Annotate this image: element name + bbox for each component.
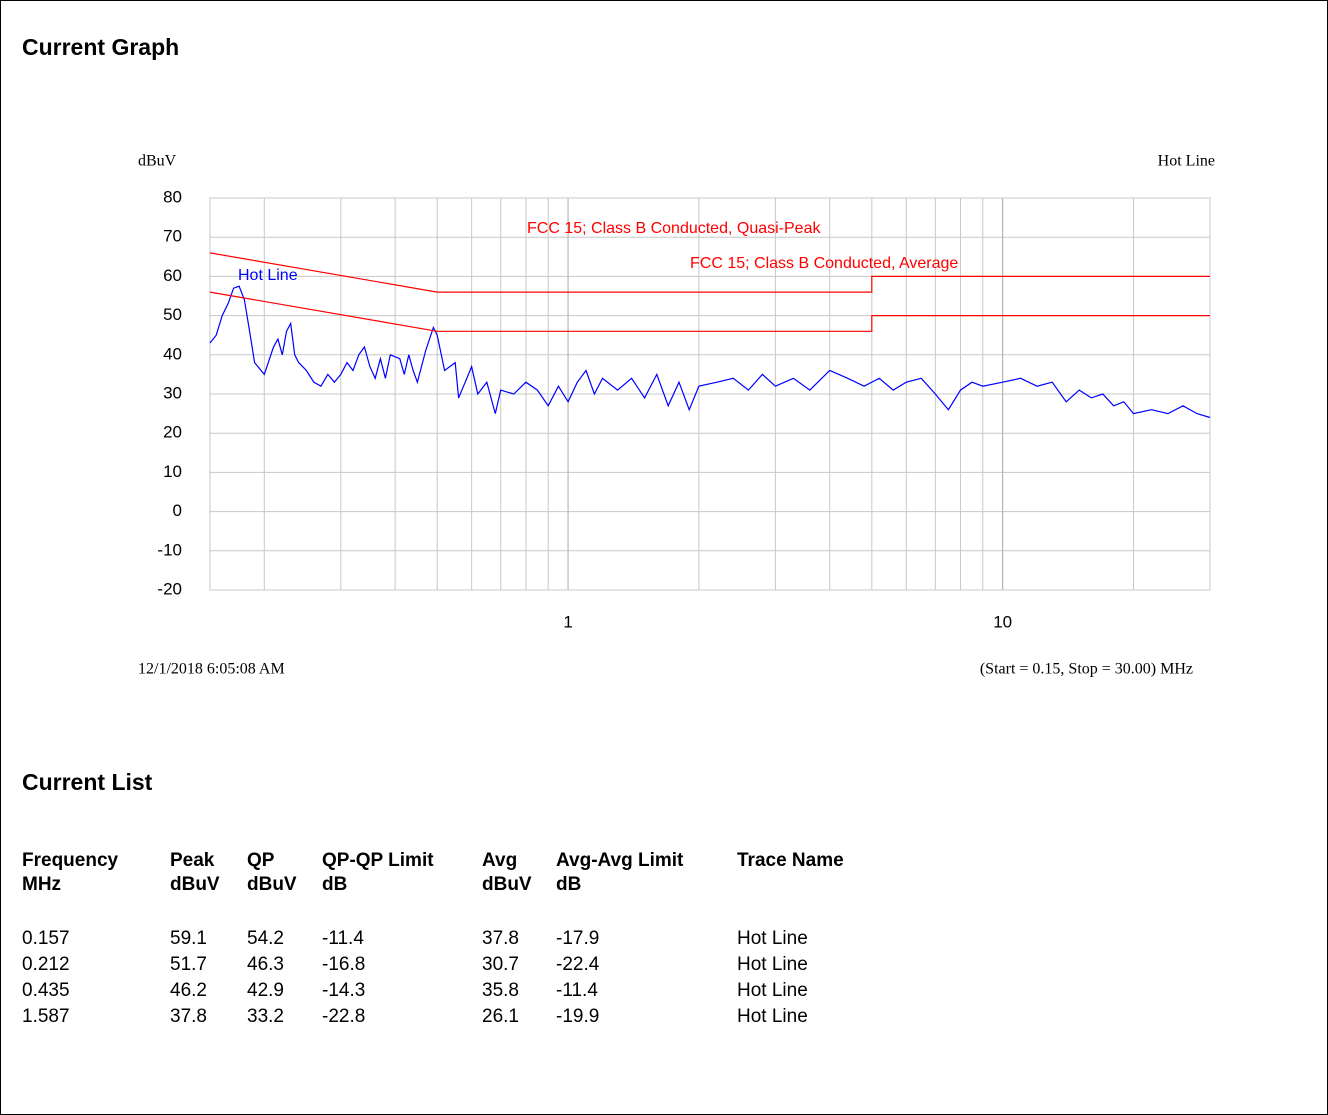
table-cell: Hot Line bbox=[737, 980, 808, 1001]
table-cell: 42.9 bbox=[247, 980, 284, 1001]
column-header: QP bbox=[247, 850, 275, 871]
table-cell: 54.2 bbox=[247, 928, 284, 949]
table-cell: -11.4 bbox=[556, 980, 598, 1001]
x-tick-label: 10 bbox=[993, 612, 1012, 631]
y-tick-label: 60 bbox=[163, 266, 182, 285]
y-tick-label: -10 bbox=[157, 540, 182, 559]
series-label: FCC 15; Class B Conducted, Quasi-Peak bbox=[527, 220, 821, 237]
y-tick-label: 80 bbox=[163, 187, 182, 206]
table-cell: 46.3 bbox=[247, 954, 284, 975]
y-tick-label: 20 bbox=[163, 423, 182, 442]
y-axis-label: dBuV bbox=[138, 153, 177, 170]
table-cell: 46.2 bbox=[170, 980, 207, 1001]
table-cell: 0.435 bbox=[22, 980, 70, 1001]
x-tick-label: 1 bbox=[563, 612, 572, 631]
table-cell: -19.9 bbox=[556, 1006, 600, 1027]
table-cell: 30.7 bbox=[482, 954, 519, 975]
column-header: Avg-Avg Limit bbox=[556, 850, 684, 871]
column-unit: dBuV bbox=[247, 874, 297, 895]
y-tick-label: 50 bbox=[163, 305, 182, 324]
timestamp: 12/1/2018 6:05:08 AM bbox=[138, 661, 285, 678]
table-cell: 33.2 bbox=[247, 1006, 284, 1027]
table-cell: 35.8 bbox=[482, 980, 519, 1001]
column-unit: dBuV bbox=[170, 874, 220, 895]
series-line bbox=[209, 252, 1210, 293]
section-title: Current List bbox=[22, 769, 153, 795]
table-cell: -22.4 bbox=[556, 954, 600, 975]
series-label: Hot Line bbox=[238, 267, 298, 284]
y-tick-label: 40 bbox=[163, 344, 182, 363]
table-cell: 0.157 bbox=[22, 928, 70, 949]
series-line bbox=[209, 285, 1211, 419]
column-header: Peak bbox=[170, 850, 215, 871]
table-cell: 37.8 bbox=[482, 928, 519, 949]
table-cell: -16.8 bbox=[322, 954, 366, 975]
y-tick-label: -20 bbox=[157, 579, 182, 598]
table-cell: Hot Line bbox=[737, 928, 808, 949]
y-tick-label: 70 bbox=[163, 227, 182, 246]
table-cell: -22.8 bbox=[322, 1006, 366, 1027]
table-cell: 37.8 bbox=[170, 1006, 207, 1027]
plot-border bbox=[209, 197, 1211, 591]
y-tick-label: 30 bbox=[163, 383, 182, 402]
table-cell: Hot Line bbox=[737, 954, 808, 975]
series-line bbox=[209, 291, 1210, 332]
table-cell: 51.7 bbox=[170, 954, 207, 975]
y-tick-label: 10 bbox=[163, 462, 182, 481]
table-cell: 1.587 bbox=[22, 1006, 70, 1027]
column-header: Trace Name bbox=[737, 850, 844, 871]
table-cell: 59.1 bbox=[170, 928, 207, 949]
column-header: Frequency bbox=[22, 850, 119, 871]
table-cell: -11.4 bbox=[322, 928, 364, 949]
y-tick-label: 0 bbox=[173, 501, 182, 520]
column-unit: MHz bbox=[22, 874, 62, 895]
table-cell: 26.1 bbox=[482, 1006, 519, 1027]
table-cell: -14.3 bbox=[322, 980, 366, 1001]
column-unit: dBuV bbox=[482, 874, 532, 895]
column-unit: dB bbox=[322, 874, 348, 895]
column-header: QP-QP Limit bbox=[322, 850, 434, 871]
table-cell: -17.9 bbox=[556, 928, 600, 949]
section-title: Current Graph bbox=[22, 34, 180, 60]
table-cell: 0.212 bbox=[22, 954, 70, 975]
series-label: FCC 15; Class B Conducted, Average bbox=[690, 255, 958, 272]
range-note: (Start = 0.15, Stop = 30.00) MHz bbox=[980, 661, 1193, 678]
column-header: Avg bbox=[482, 850, 518, 871]
column-unit: dB bbox=[556, 874, 582, 895]
trace-title: Hot Line bbox=[1158, 153, 1215, 170]
table-cell: Hot Line bbox=[737, 1006, 808, 1027]
